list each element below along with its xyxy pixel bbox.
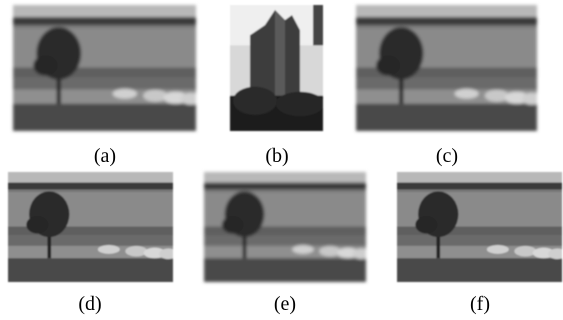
photo (204, 172, 371, 282)
photo (230, 5, 324, 131)
photo (397, 172, 563, 282)
caption: (a) (94, 145, 116, 167)
photo (356, 5, 542, 131)
caption: (c) (436, 145, 458, 167)
figure: (a) (b) (c) (d) (e) (f) (0, 0, 563, 320)
photo (8, 172, 178, 282)
caption: (f) (470, 293, 490, 315)
caption: (d) (78, 293, 101, 315)
caption: (b) (265, 145, 288, 167)
photo (13, 5, 201, 131)
caption: (e) (274, 293, 296, 315)
